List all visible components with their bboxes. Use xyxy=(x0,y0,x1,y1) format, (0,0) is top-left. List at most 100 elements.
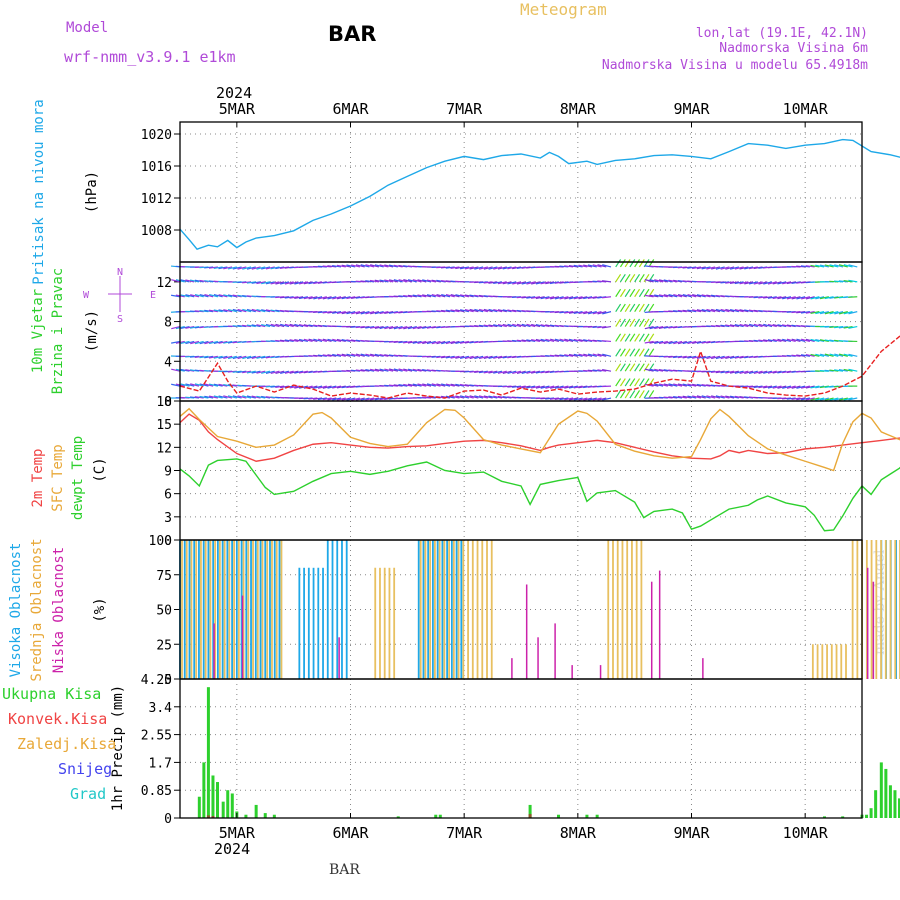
wind-arrow xyxy=(668,396,678,399)
wind-arrow xyxy=(185,340,195,345)
wind-arrow xyxy=(379,368,389,372)
wind-arrow xyxy=(706,308,716,313)
wind-arrow xyxy=(673,279,683,283)
wind-arrow xyxy=(204,395,214,399)
wind-arrow xyxy=(488,395,498,399)
wind-arrow xyxy=(493,308,503,313)
wind-arrow xyxy=(497,370,507,374)
wind-arrow xyxy=(564,385,574,389)
wind-arrow xyxy=(521,323,531,328)
wind-arrow xyxy=(583,296,593,300)
wind-arrow xyxy=(190,294,200,298)
wind-arrow xyxy=(629,303,636,312)
wind-arrow xyxy=(237,370,247,374)
wind-arrow xyxy=(772,296,782,300)
wind-arrow xyxy=(564,265,574,268)
wind-arrow xyxy=(223,355,233,360)
wind-arrow xyxy=(270,266,280,270)
wind-arrow xyxy=(450,266,460,269)
wind-arrow xyxy=(634,259,641,268)
wind-arrow xyxy=(204,355,214,359)
wind-arrow xyxy=(280,370,290,374)
wind-arrow xyxy=(649,279,659,283)
wind-arrow xyxy=(649,368,659,372)
wind-arrow xyxy=(568,311,578,314)
wind-arrow xyxy=(218,266,228,270)
wind-arrow xyxy=(692,266,702,270)
wind-arrow xyxy=(374,397,384,401)
wind-arrow xyxy=(469,266,479,270)
wind-arrow xyxy=(701,294,711,298)
wind-arrow xyxy=(753,266,763,270)
wind-arrow xyxy=(246,266,256,270)
wind-arrow xyxy=(507,385,517,388)
wind-arrow xyxy=(810,338,820,343)
wind-arrow xyxy=(549,324,559,328)
wind-arrow xyxy=(568,338,578,343)
wind-arrow xyxy=(190,383,200,387)
wind-arrow xyxy=(658,294,668,298)
wind-arrow xyxy=(654,340,664,344)
wind-arrow xyxy=(624,333,631,342)
wind-arrow xyxy=(597,369,607,372)
wind-arrow xyxy=(294,296,304,299)
wind-arrow xyxy=(706,355,716,360)
wind-arrow xyxy=(265,281,275,285)
unit-temp: (C) xyxy=(92,457,108,482)
precip-bar xyxy=(841,816,845,818)
wind-arrow xyxy=(824,339,834,343)
footer-station: BAR xyxy=(329,862,360,878)
wind-arrow xyxy=(275,339,285,343)
wind-arrow xyxy=(474,308,484,313)
wind-arrow xyxy=(696,395,706,399)
wind-arrow xyxy=(502,309,512,313)
wind-arrow xyxy=(336,311,346,315)
wind-arrow xyxy=(346,353,356,357)
meteogram-title: Meteogram xyxy=(520,0,607,19)
wind-arrow xyxy=(744,370,754,374)
x-tick-label-top: 8MAR xyxy=(560,100,597,118)
wind-arrow xyxy=(578,397,588,401)
legend-precip-0: Ukupna Kisa xyxy=(2,685,101,703)
wind-arrow xyxy=(550,296,560,300)
wind-arrow xyxy=(185,294,195,298)
wind-arrow xyxy=(365,368,375,372)
wind-arrow xyxy=(810,353,820,357)
wind-arrow xyxy=(545,296,555,300)
wind-arrow xyxy=(204,309,214,313)
wind-arrow xyxy=(682,293,692,298)
wind-arrow xyxy=(388,368,399,372)
wind-arrow xyxy=(213,266,223,270)
wind-arrow xyxy=(223,340,233,344)
wind-arrow xyxy=(819,311,829,315)
wind-arrow xyxy=(673,340,683,345)
wind-arrow xyxy=(592,397,602,401)
wind-arrow xyxy=(791,385,801,389)
wind-arrow xyxy=(256,266,266,270)
wind-arrow xyxy=(624,363,631,372)
wind-arrow xyxy=(227,294,237,298)
wind-arrow xyxy=(223,294,233,298)
wind-arrow xyxy=(763,370,773,374)
wind-arrow xyxy=(629,288,636,298)
wind-arrow xyxy=(638,333,645,342)
wind-arrow xyxy=(601,296,612,299)
precip-bar xyxy=(884,768,888,818)
y-tick-label: 4 xyxy=(164,355,172,370)
wind-arrow xyxy=(355,353,365,357)
wind-arrow xyxy=(242,266,252,270)
wind-arrow xyxy=(615,348,622,357)
wind-arrow xyxy=(246,308,256,313)
wind-arrow xyxy=(459,340,470,344)
wind-arrow xyxy=(256,309,266,313)
wind-arrow xyxy=(810,311,820,314)
wind-arrow xyxy=(687,340,697,345)
wind-arrow xyxy=(488,308,498,313)
wind-arrow xyxy=(687,293,697,298)
wind-arrow xyxy=(208,309,218,313)
wind-arrow xyxy=(521,370,531,374)
wind-arrow xyxy=(568,296,578,300)
wind-arrow xyxy=(365,280,375,283)
wind-arrow xyxy=(227,355,237,360)
wind-arrow xyxy=(204,266,214,269)
